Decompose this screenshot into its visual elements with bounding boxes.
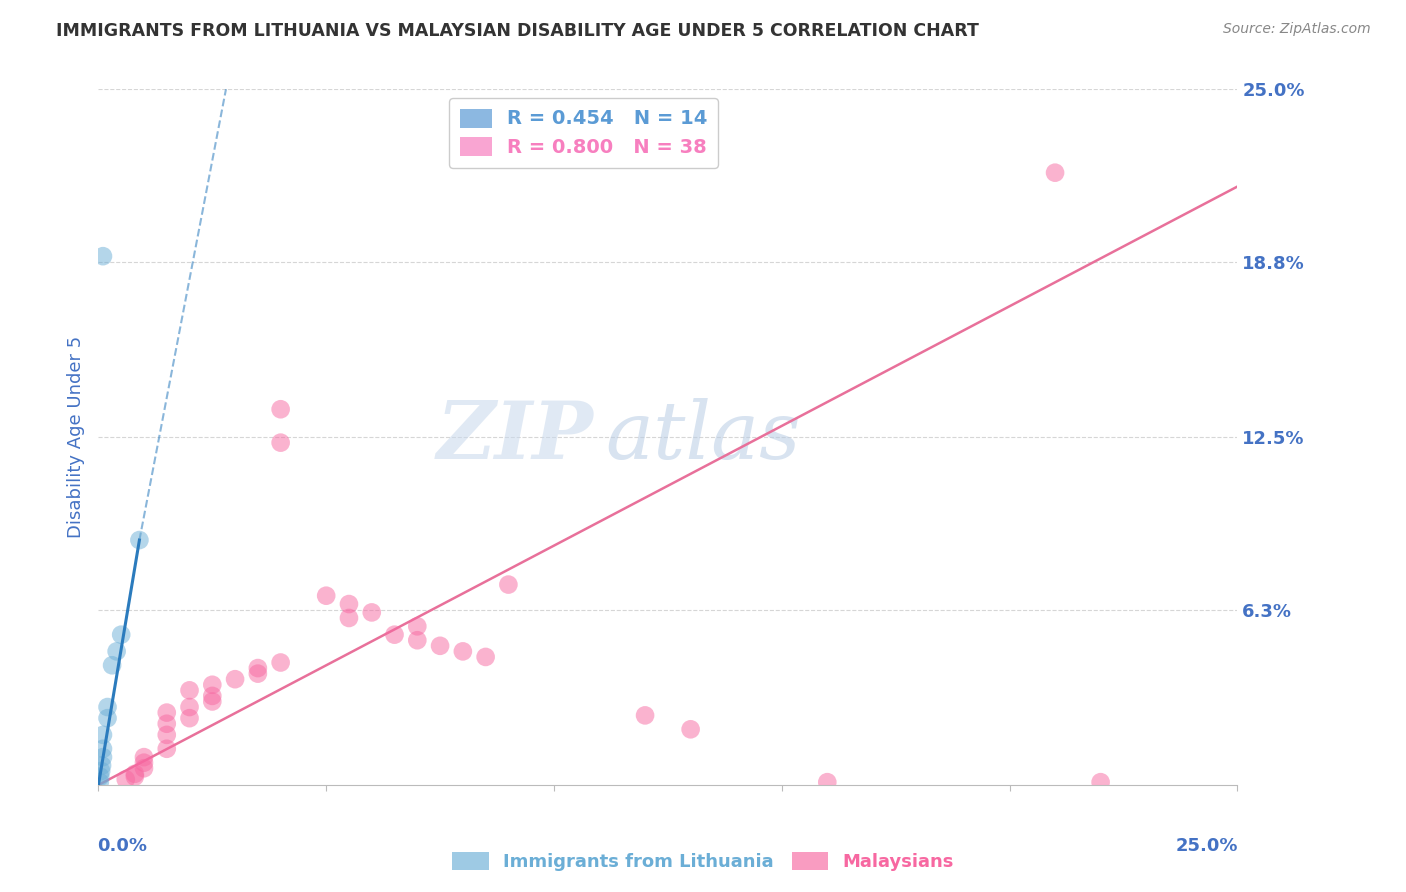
Point [90, 764, 112, 778]
Point [110, 628, 132, 642]
Point [201, 694, 224, 708]
Point [315, 589, 337, 603]
Point [270, 435, 292, 450]
Point [360, 606, 382, 620]
Text: 25.0%: 25.0% [1175, 837, 1239, 855]
Point [474, 649, 496, 664]
Point [132, 756, 155, 770]
Point [337, 597, 360, 611]
Point [156, 716, 179, 731]
Text: Source: ZipAtlas.com: Source: ZipAtlas.com [1223, 22, 1371, 37]
Point [124, 770, 146, 784]
Point [201, 678, 224, 692]
Point [105, 644, 128, 658]
Point [429, 639, 451, 653]
Legend: Immigrants from Lithuania, Malaysians: Immigrants from Lithuania, Malaysians [446, 846, 960, 879]
Point [1043, 166, 1066, 180]
Point [156, 728, 179, 742]
Point [91, 758, 114, 772]
Point [451, 644, 474, 658]
Point [384, 628, 406, 642]
Point [114, 772, 136, 787]
Point [91, 750, 114, 764]
Point [91, 728, 114, 742]
Point [246, 661, 269, 675]
Point [132, 761, 155, 775]
Point [179, 700, 201, 714]
Point [96, 700, 118, 714]
Point [91, 249, 114, 263]
Point [124, 767, 146, 781]
Text: ZIP: ZIP [437, 399, 593, 475]
Point [1090, 775, 1112, 789]
Point [679, 723, 702, 737]
Point [270, 402, 292, 417]
Point [498, 577, 520, 591]
Point [224, 672, 246, 686]
Point [89, 775, 111, 789]
Point [246, 666, 269, 681]
Point [96, 711, 118, 725]
Point [156, 706, 179, 720]
Point [406, 619, 429, 633]
Point [132, 750, 155, 764]
Point [89, 770, 111, 784]
Point [270, 656, 292, 670]
Point [406, 633, 429, 648]
Point [128, 533, 150, 547]
Point [634, 708, 657, 723]
Point [179, 711, 201, 725]
Text: atlas: atlas [605, 399, 800, 475]
Point [101, 658, 124, 673]
Text: 0.0%: 0.0% [97, 837, 148, 855]
Point [179, 683, 201, 698]
Point [815, 775, 838, 789]
Text: IMMIGRANTS FROM LITHUANIA VS MALAYSIAN DISABILITY AGE UNDER 5 CORRELATION CHART: IMMIGRANTS FROM LITHUANIA VS MALAYSIAN D… [56, 22, 979, 40]
Point [337, 611, 360, 625]
Y-axis label: Disability Age Under 5: Disability Age Under 5 [66, 336, 84, 538]
Point [91, 741, 114, 756]
Legend: R = 0.454   N = 14, R = 0.800   N = 38: R = 0.454 N = 14, R = 0.800 N = 38 [449, 98, 718, 168]
Point [201, 689, 224, 703]
Point [156, 741, 179, 756]
